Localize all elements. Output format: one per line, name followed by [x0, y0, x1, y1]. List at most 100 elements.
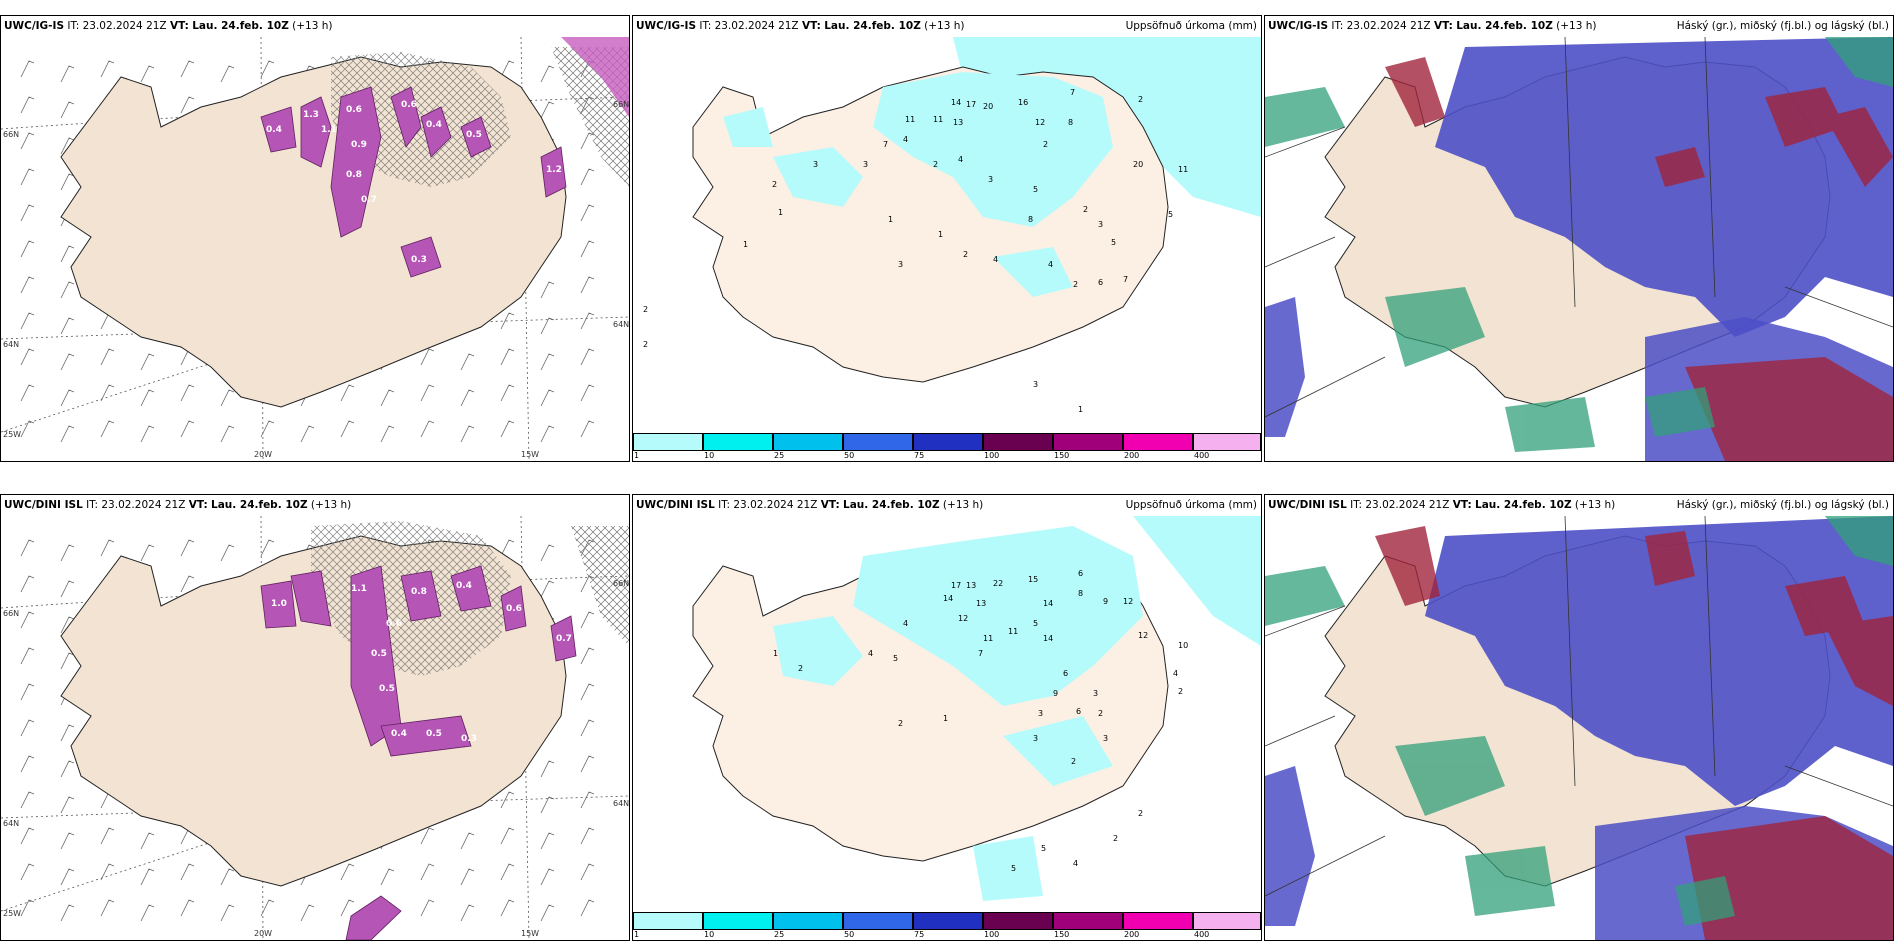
precip-label: 6	[1098, 278, 1103, 287]
precip-label: 2	[1071, 757, 1076, 766]
snow-label: 0.8	[411, 587, 427, 597]
precip-label: 7	[883, 140, 888, 149]
precip-colorbar: 1 10 25 50 75 100 150 200 400	[633, 912, 1261, 940]
precip-label: 12	[1123, 597, 1133, 606]
precip-label: 4	[903, 135, 908, 144]
it-label: IT:	[699, 20, 712, 32]
colorbar-label: 400	[1194, 451, 1210, 460]
panel-header: UWC/DINI ISL IT: 23.02.2024 21Z VT: Lau.…	[633, 495, 1261, 516]
precip-value-labels: 14 17 20 16 13 11 11 12 7 8 7 4 3 3 2 2 …	[643, 88, 1188, 414]
lon-label-25: 25W	[3, 430, 21, 439]
snow-label: 0.7	[556, 634, 572, 644]
colorbar-label: 200	[1124, 451, 1140, 460]
precip-label: 3	[813, 160, 818, 169]
graticule	[1265, 516, 1893, 897]
precip-label: 7	[1123, 275, 1128, 284]
precip-label: 4	[903, 619, 908, 628]
it-value: 23.02.2024 21Z	[101, 499, 186, 511]
colorbar-segment	[913, 912, 983, 930]
precip-label: 4	[993, 255, 998, 264]
colorbar-segment	[703, 433, 773, 451]
precip-map: 14 17 20 16 13 11 11 12 7 8 7 4 3 3 2 2 …	[633, 37, 1261, 435]
mid-cloud-areas	[1385, 57, 1893, 461]
precip-label: 13	[976, 599, 986, 608]
precip-label: 8	[1068, 118, 1073, 127]
snow-label: 0.7	[361, 195, 377, 205]
colorbar-segment	[633, 433, 703, 451]
snow-label: 0.5	[426, 729, 442, 739]
colorbar-label: 400	[1194, 930, 1210, 939]
precip-label: 11	[983, 634, 993, 643]
snow-label: 0.8	[346, 170, 362, 180]
mid-cloud-areas	[1375, 526, 1893, 940]
it-value: 23.02.2024 21Z	[733, 499, 818, 511]
precip-label: 13	[966, 581, 976, 590]
snow-label: 0.5	[371, 649, 387, 659]
precip-label: 4	[868, 649, 873, 658]
precip-label: 1	[773, 649, 778, 658]
precip-label: 2	[933, 160, 938, 169]
model-name: UWC/DINI ISL	[4, 499, 83, 511]
snow-label: 1.0	[271, 599, 287, 609]
colorbar-label: 75	[914, 451, 925, 460]
snow-map: 1.1 0.8 0.4 0.6 0.5 0.5 0.4 0.5 0.3 1.0 …	[1, 516, 629, 940]
colorbar-segment	[1193, 433, 1261, 451]
precip-label: 5	[1111, 238, 1116, 247]
precip-label: 3	[1033, 380, 1038, 389]
precip-label: 20	[1133, 160, 1143, 169]
precip-label: 12	[1138, 631, 1148, 640]
precip-label: 1	[743, 240, 748, 249]
precip-areas	[723, 72, 1113, 297]
snow-label: 1.3	[303, 110, 319, 120]
precip-label: 2	[898, 719, 903, 728]
precip-label: 2	[772, 180, 777, 189]
panel-header: UWC/DINI ISL IT: 23.02.2024 21Z VT: Lau.…	[1265, 495, 1893, 516]
snow-label: 0.9	[351, 140, 367, 150]
it-value: 23.02.2024 21Z	[1365, 499, 1450, 511]
panel-precip-ig: UWC/IG-IS IT: 23.02.2024 21Z VT: Lau. 24…	[632, 15, 1262, 462]
colorbar-label: 10	[704, 451, 715, 460]
precip-label: 14	[943, 594, 953, 603]
precip-label: 13	[953, 118, 963, 127]
lead-time: (+13 h)	[924, 20, 965, 32]
precip-label: 3	[863, 160, 868, 169]
vt-label: VT:	[1452, 499, 1472, 511]
snow-value-labels: 1.1 0.8 0.4 0.6 0.5 0.5 0.4 0.5 0.3 1.0 …	[271, 581, 572, 744]
precip-label: 9	[1053, 689, 1058, 698]
colorbar-segment	[843, 433, 913, 451]
snow-label: 0.3	[411, 255, 427, 265]
colorbar-label: 1	[634, 930, 640, 939]
snow-label: 0.6	[346, 105, 362, 115]
colorbar-segment	[1053, 433, 1123, 451]
precip-sea-area	[1133, 516, 1261, 646]
snow-label: 0.5	[466, 130, 482, 140]
precip-label: 1	[1078, 405, 1083, 414]
vt-value: Lau. 24.feb. 10Z	[1456, 20, 1553, 32]
precip-label: 20	[983, 102, 993, 111]
graticule	[1265, 37, 1893, 418]
vt-label: VT:	[820, 499, 840, 511]
snow-label: 1.2	[546, 165, 562, 175]
panel-title-precip: Uppsöfnuð úrkoma (mm)	[1125, 499, 1257, 511]
precip-label: 14	[951, 98, 961, 107]
vt-value: Lau. 24.feb. 10Z	[843, 499, 940, 511]
precip-label: 2	[1178, 687, 1183, 696]
precip-label: 5	[1033, 185, 1038, 194]
colorbar-segment	[1053, 912, 1123, 930]
snowfall-cells	[260, 565, 577, 757]
precip-label: 2	[798, 664, 803, 673]
precip-label: 9	[1103, 597, 1108, 606]
colorbar-segment	[773, 912, 843, 930]
lead-time: (+13 h)	[1556, 20, 1597, 32]
precip-label: 6	[1063, 669, 1068, 678]
precip-label: 11	[933, 115, 943, 124]
it-value: 23.02.2024 21Z	[82, 20, 167, 32]
snow-label: 0.4	[456, 581, 472, 591]
colorbar-label: 50	[844, 451, 855, 460]
colorbar-label: 75	[914, 930, 925, 939]
high-cloud-area	[1425, 516, 1893, 806]
lat-label-66-right: 66N	[613, 100, 629, 109]
low-cloud-areas	[1265, 516, 1893, 926]
panel-header: UWC/IG-IS IT: 23.02.2024 21Z VT: Lau. 24…	[633, 16, 1261, 37]
lead-time: (+13 h)	[310, 499, 352, 511]
